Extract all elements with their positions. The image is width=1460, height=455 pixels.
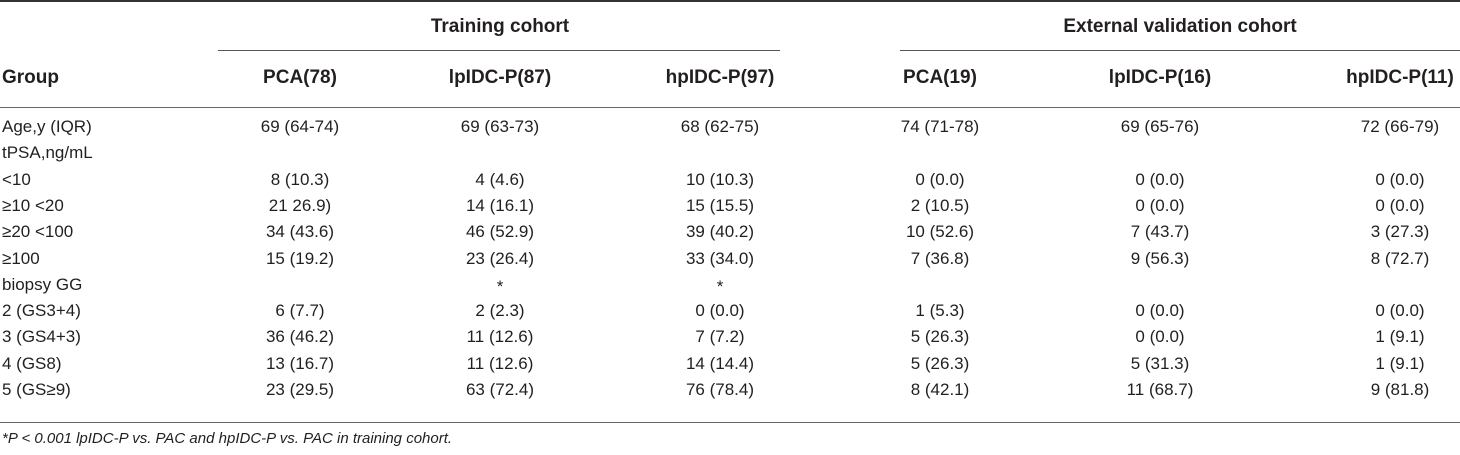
table-cell: 14 (16.1) xyxy=(465,195,535,215)
table-cell: 69 (65-76) xyxy=(1120,117,1200,136)
table-cell: 76 (78.4) xyxy=(685,380,755,399)
table-cell: 0 (0.0) xyxy=(1135,327,1185,347)
row-label: 3 (GS4+3) xyxy=(2,327,81,347)
table-cell: 39 (40.2) xyxy=(685,222,755,242)
row-label: tPSA,ng/mL xyxy=(2,143,93,163)
column-header: Group xyxy=(2,67,59,88)
row-label: 2 (GS3+4) xyxy=(2,301,81,321)
table-cell: 0 (0.0) xyxy=(1135,195,1185,215)
table-cell: 1 (9.1) xyxy=(1375,327,1425,347)
table-cell: 69 (64-74) xyxy=(260,117,340,136)
table-cell: 34 (43.6) xyxy=(265,222,335,242)
column-header: hpIDC-P(11) xyxy=(1346,67,1454,88)
table-cell: 4 (4.6) xyxy=(475,169,525,189)
table-cell: 0 (0.0) xyxy=(1375,195,1425,215)
table-cell: 8 (42.1) xyxy=(910,380,970,399)
table-cell: 6 (7.7) xyxy=(275,301,325,321)
table-cell: 23 (29.5) xyxy=(265,380,335,399)
table-cell: 7 (36.8) xyxy=(910,248,970,268)
table-cell: 21 26.9) xyxy=(268,195,332,215)
row-label: 4 (GS8) xyxy=(2,353,62,373)
row-label: Age,y (IQR) xyxy=(2,117,92,136)
table-cell: 0 (0.0) xyxy=(915,169,965,189)
table-cell: 5 (31.3) xyxy=(1130,353,1190,373)
table-cell: 33 (34.0) xyxy=(685,248,755,268)
table-cell: 23 (26.4) xyxy=(465,248,535,268)
table-cell: 8 (10.3) xyxy=(270,169,330,189)
table-cell: 11 (12.6) xyxy=(466,327,534,347)
header-rule xyxy=(0,107,1460,108)
validation-cohort-underline xyxy=(900,50,1460,51)
table-cell: 0 (0.0) xyxy=(1375,169,1425,189)
table-cell: 69 (63-73) xyxy=(460,117,540,136)
row-label: 5 (GS≥9) xyxy=(2,380,71,399)
table-cell: 36 (46.2) xyxy=(265,327,335,347)
table-cell: 68 (62-75) xyxy=(680,117,760,136)
table-cell: * xyxy=(496,276,504,296)
group-header-training: Training cohort xyxy=(430,16,570,37)
table-cell: 1 (9.1) xyxy=(1375,353,1425,373)
row-label: <10 xyxy=(2,169,31,189)
table-cell: 13 (16.7) xyxy=(265,353,335,373)
column-header: lpIDC-P(87) xyxy=(448,67,552,88)
table-cell: 63 (72.4) xyxy=(465,380,535,399)
table-cell: 11 (68.7) xyxy=(1126,380,1194,399)
column-header: PCA(78) xyxy=(263,67,337,88)
table-cell: 0 (0.0) xyxy=(1375,301,1425,321)
row-label: biopsy GG xyxy=(2,274,83,294)
table-cell: * xyxy=(716,276,724,296)
table-cell: 3 (27.3) xyxy=(1370,222,1430,242)
table-cell: 15 (19.2) xyxy=(265,248,335,268)
row-label: ≥20 <100 xyxy=(2,222,74,242)
table-cell: 11 (12.6) xyxy=(466,353,534,373)
table-cell: 2 (2.3) xyxy=(475,301,525,321)
table-cell: 8 (72.7) xyxy=(1370,248,1430,268)
column-header: hpIDC-P(97) xyxy=(665,67,775,88)
table-cell: 14 (14.4) xyxy=(685,353,755,373)
column-header: lpIDC-P(16) xyxy=(1108,67,1212,88)
top-rule xyxy=(0,0,1460,2)
table-cell: 5 (26.3) xyxy=(910,327,970,347)
footnote: *P < 0.001 lpIDC-P vs. PAC and hpIDC-P v… xyxy=(2,430,453,447)
table-cell: 72 (66-79) xyxy=(1360,117,1440,136)
table-cell: 10 (10.3) xyxy=(685,169,755,189)
table-cell: 0 (0.0) xyxy=(695,301,745,321)
table-cell: 2 (10.5) xyxy=(910,195,970,215)
table-cell: 15 (15.5) xyxy=(685,195,755,215)
table-cell: 7 (43.7) xyxy=(1130,222,1190,242)
bottom-rule xyxy=(0,422,1460,423)
table-cell: 9 (56.3) xyxy=(1130,248,1190,268)
table-cell: 46 (52.9) xyxy=(465,222,535,242)
column-header: PCA(19) xyxy=(903,67,977,88)
group-header-validation: External validation cohort xyxy=(1063,16,1297,37)
table-cell: 0 (0.0) xyxy=(1135,169,1185,189)
row-label: ≥10 <20 xyxy=(2,195,64,215)
table-cell: 74 (71-78) xyxy=(900,117,980,136)
table-cell: 7 (7.2) xyxy=(695,327,745,347)
row-label: ≥100 xyxy=(2,248,40,268)
table-cell: 5 (26.3) xyxy=(910,353,970,373)
table-cell: 10 (52.6) xyxy=(905,222,975,242)
table-cell: 9 (81.8) xyxy=(1370,380,1430,399)
training-cohort-underline xyxy=(218,50,780,51)
table-cell: 0 (0.0) xyxy=(1135,301,1185,321)
table-cell: 1 (5.3) xyxy=(915,301,965,321)
